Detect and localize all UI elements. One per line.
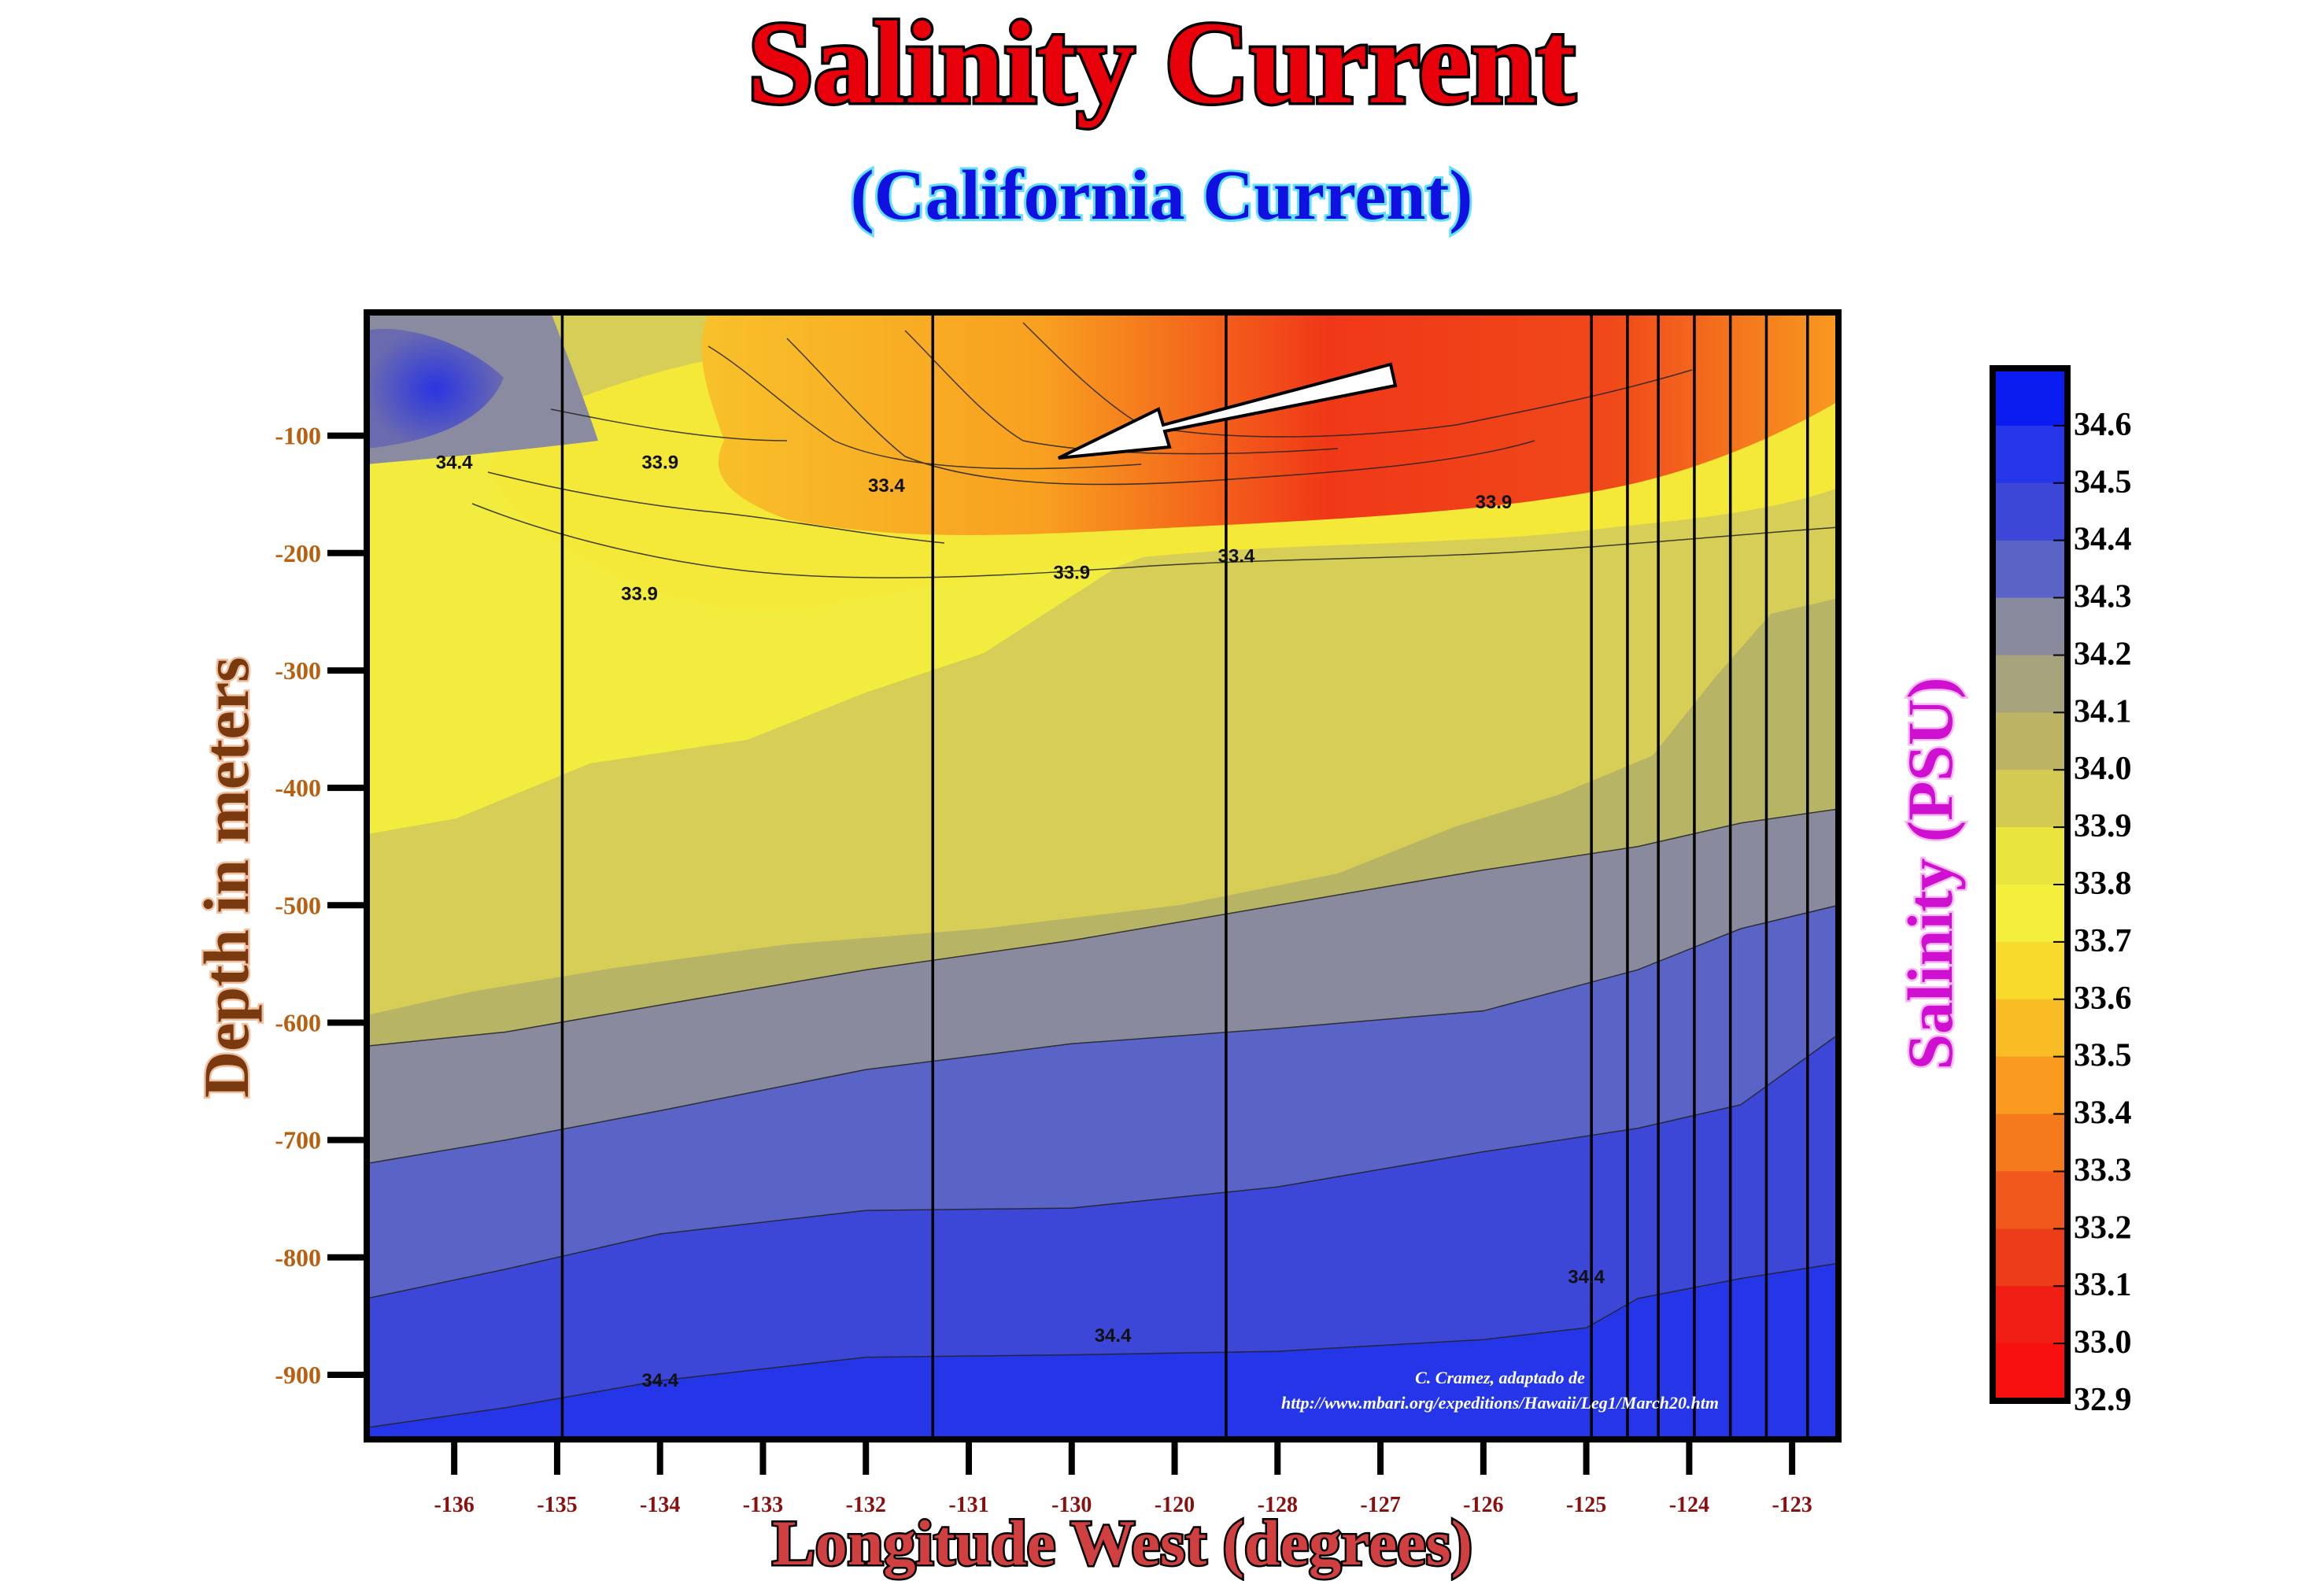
west-surface-core	[367, 329, 504, 449]
y-axis-label: Depth in meters	[190, 657, 262, 1098]
chart-title: Salinity Current	[748, 0, 1576, 128]
colorbar-swatch	[1993, 1343, 2067, 1402]
current-arrow	[1058, 362, 1398, 460]
colorbar-level-label: 33.0	[2074, 1324, 2132, 1361]
colorbar-swatch	[1993, 941, 2067, 1000]
surface-core	[701, 312, 1838, 535]
colorbar-label: Salinity (PSU)	[1894, 678, 1966, 1070]
colorbar-level-label: 34.5	[2074, 464, 2132, 501]
y-tick-label: -200	[275, 539, 321, 567]
x-tick-label: -135	[537, 1493, 577, 1517]
surface-isoline	[550, 408, 788, 441]
contour-label: 34.4	[1095, 1325, 1132, 1346]
surface-isoline	[471, 503, 1838, 578]
y-tick-label: -800	[275, 1243, 321, 1272]
colorbar-level-label: 33.9	[2074, 808, 2132, 844]
colorbar-level-label: 33.1	[2074, 1267, 2132, 1303]
colorbar-swatch	[1993, 368, 2067, 427]
y-tick-label: -100	[275, 422, 321, 450]
colorbar-level-label: 32.9	[2074, 1382, 2132, 1418]
contour-label: 33.9	[641, 452, 678, 473]
contour-line-34-3	[367, 904, 1838, 1165]
colorbar: 34.6 34.5 34.4 34.3 34.2 34.1 34.0 33.9 33.8 33.7…	[1990, 365, 2132, 1418]
colorbar-swatch	[1993, 482, 2067, 541]
y-tick-label: -300	[275, 656, 321, 685]
band-34-5	[367, 1263, 1838, 1439]
x-tick-label: -130	[1051, 1493, 1092, 1517]
contour-label: 33.9	[1053, 563, 1090, 584]
x-tick-label: -124	[1669, 1493, 1709, 1517]
colorbar-level-label: 33.6	[2074, 981, 2132, 1017]
x-tick-label: -123	[1772, 1493, 1812, 1517]
x-tick-label: -131	[948, 1493, 988, 1517]
y-tick-label: -400	[275, 774, 321, 802]
y-tick-label: -900	[275, 1361, 321, 1389]
credit-line-1: C. Cramez, adaptado de	[1415, 1368, 1585, 1387]
colorbar-swatch	[1993, 655, 2067, 713]
contour-label: 33.4	[868, 475, 905, 497]
y-tick-label: -600	[275, 1008, 321, 1036]
contour-line-34-4	[367, 1033, 1838, 1299]
colorbar-level-label: 33.7	[2074, 923, 2132, 959]
colorbar-level-label: 33.8	[2074, 866, 2132, 902]
x-tick-label: -136	[434, 1493, 474, 1517]
colorbar-swatch	[1993, 827, 2067, 885]
contour-label: 33.4	[1218, 546, 1255, 567]
band-34-4	[367, 1034, 1838, 1439]
x-tick-label: -125	[1566, 1493, 1606, 1517]
colorbar-swatch	[1993, 425, 2067, 484]
colorbar-level-label: 33.5	[2074, 1038, 2132, 1074]
x-tick-label: -132	[846, 1493, 886, 1517]
y-axis: -100 -200 -300 -400 -500 -600 -700 -800 -900	[275, 422, 367, 1389]
colorbar-swatch	[1993, 1286, 2067, 1344]
credit-line-2: http://www.mbari.org/expeditions/Hawaii/…	[1281, 1393, 1719, 1413]
colorbar-level-label: 34.2	[2074, 636, 2132, 672]
colorbar-level-label: 34.6	[2074, 407, 2132, 443]
colorbar-swatch	[1993, 1114, 2067, 1172]
y-tick-label: -500	[275, 891, 321, 919]
colorbar-level-label: 34.4	[2074, 522, 2132, 558]
colorbar-level-label: 34.1	[2074, 693, 2132, 730]
x-tick-label: -127	[1360, 1493, 1400, 1517]
colorbar-swatch	[1993, 1228, 2067, 1287]
colorbar-swatch	[1993, 1171, 2067, 1229]
surface-isoline	[487, 471, 945, 544]
contour-line-34-2	[367, 808, 1838, 1047]
x-axis-label: Longitude West (degrees)	[772, 1507, 1472, 1579]
colorbar-swatch	[1993, 597, 2067, 656]
surface-isoline	[1022, 322, 1693, 438]
colorbar-swatch	[1993, 1056, 2067, 1115]
y-tick-label: -700	[275, 1126, 321, 1154]
colorbar-level-label: 34.3	[2074, 579, 2132, 615]
colorbar-swatch	[1993, 999, 2067, 1058]
contour-label: 34.4	[1568, 1267, 1605, 1288]
x-tick-label: -134	[640, 1493, 680, 1517]
x-tick-label: -133	[743, 1493, 783, 1517]
contour-line-34-5	[367, 1262, 1838, 1428]
colorbar-swatch	[1993, 770, 2067, 828]
x-tick-label: -126	[1463, 1493, 1503, 1517]
contour-label: 34.4	[436, 452, 473, 473]
colorbar-swatch	[1993, 885, 2067, 943]
plot-frame	[364, 309, 1842, 1442]
contour-label: 34.4	[641, 1370, 678, 1391]
colorbar-level-label: 33.2	[2074, 1210, 2132, 1246]
surface-isoline	[786, 338, 1535, 486]
colorbar-level-label: 33.3	[2074, 1152, 2132, 1188]
colorbar-level-label: 33.4	[2074, 1095, 2132, 1132]
colorbar-level-label: 34.0	[2074, 751, 2132, 787]
surface-isoline	[904, 330, 1339, 455]
contour-label: 33.9	[1476, 492, 1513, 513]
x-tick-label: -120	[1155, 1493, 1195, 1517]
contour-label: 33.9	[621, 583, 658, 604]
surface-isoline	[708, 345, 1142, 470]
x-axis: -136 -135 -134 -133 -132 -131 -130 -120 -128 -127…	[434, 1439, 1812, 1517]
x-tick-label: -128	[1258, 1493, 1298, 1517]
chart-subtitle: (California Current)	[851, 157, 1473, 235]
colorbar-swatch	[1993, 540, 2067, 599]
colorbar-swatch	[1993, 712, 2067, 770]
contour-plot-area: 34.4 33.9 33.4 33.4 33.9 33.9 33.9 34.4 34.4 34.4	[367, 312, 1838, 1439]
